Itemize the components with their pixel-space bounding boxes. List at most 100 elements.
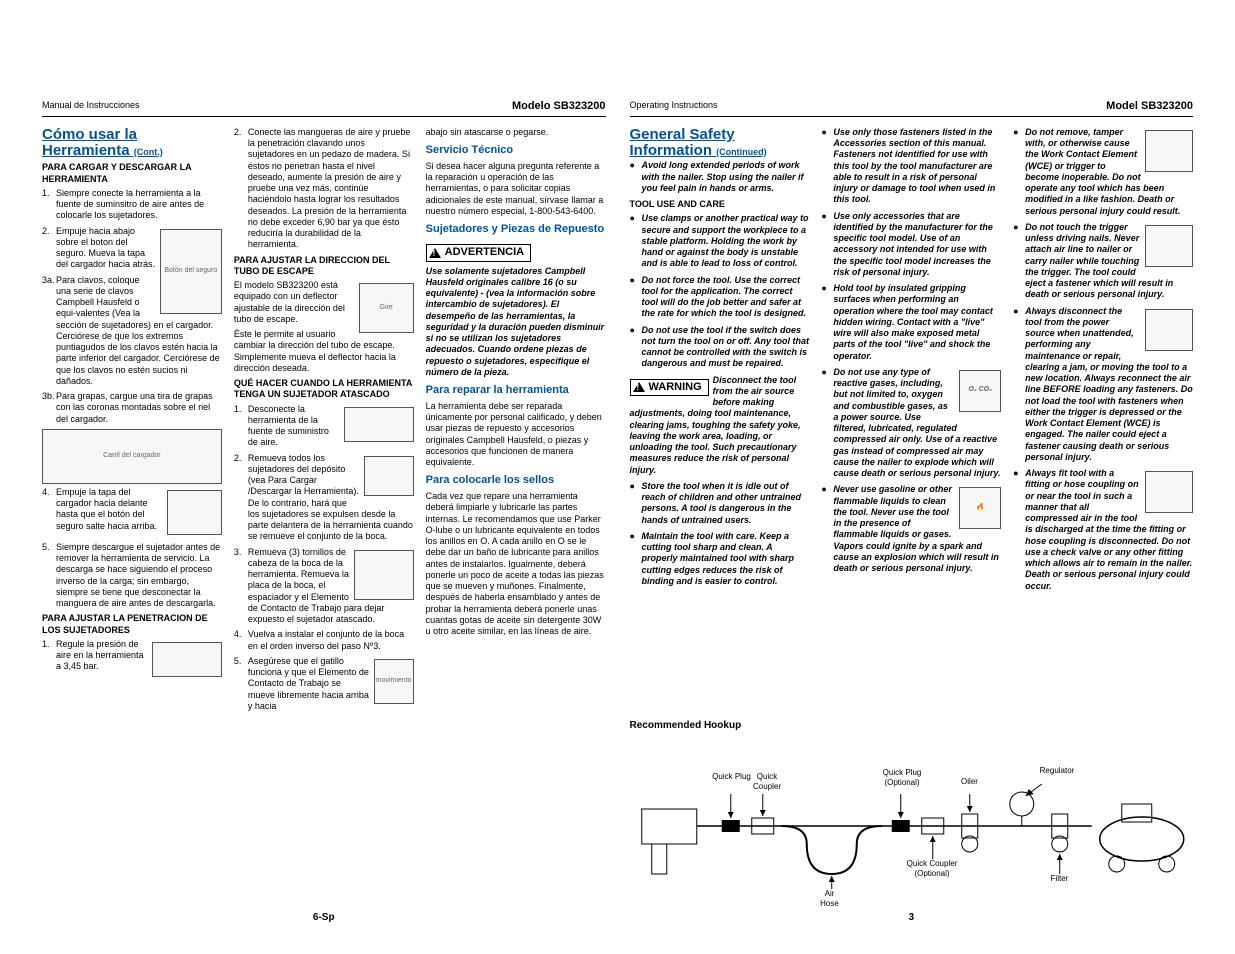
safety-bullets-3: Store the tool when it is idle out of re…	[630, 481, 810, 587]
sub-penetracion: PARA AJUSTAR LA PENETRACION DE LOS SUJET…	[42, 613, 222, 636]
sub-escape: PARA AJUSTAR LA DIRECCION DEL TUBO DE ES…	[234, 255, 414, 278]
footer-left: 6-Sp	[42, 912, 606, 925]
nailer-icon-2	[1145, 225, 1193, 267]
right-page: Operating Instructions Model SB323200 Ge…	[618, 100, 1206, 924]
sub-hookup: Recommended Hookup	[630, 720, 1194, 733]
escape-p2: Éste le permite al usuario cambiar la di…	[234, 329, 414, 374]
rc2b5: 🔥 Never use gasoline or other flammable …	[821, 484, 1001, 574]
fig-jam3	[354, 550, 414, 600]
jam-steps: 1. Desconecte la herramienta de la fuent…	[234, 404, 414, 713]
op-instructions-label: Operating Instructions	[630, 100, 718, 114]
lbl-quickcoupler-opt: Quick Coupler (Optional)	[905, 859, 960, 879]
rb2: Use clamps or another practical way to s…	[630, 213, 810, 269]
fig-jam2	[364, 456, 414, 496]
jam-2: 2. Remueva todos los sujetadores del dep…	[234, 453, 414, 543]
head-reparar: Para reparar la herramienta	[426, 384, 606, 398]
manual-label: Manual de Instrucciones	[42, 100, 140, 114]
rc2b3: Hold tool by insulated gripping surfaces…	[821, 283, 1001, 362]
safety-bullets-5: Do not remove, tamper with, or otherwise…	[1013, 127, 1193, 592]
head-servicio: Servicio Técnico	[426, 144, 606, 158]
section-title-en: General Safety Information (Continued)	[630, 127, 810, 159]
load-steps: 1.Siempre conecte la herramienta a la fu…	[42, 188, 222, 425]
model-label-left: Modelo SB323200	[512, 100, 606, 114]
sub-cargar: PARA CARGAR Y DESCARGAR LA HERRAMIENTA	[42, 162, 222, 185]
head-sellos: Para colocarle los sellos	[426, 474, 606, 488]
advertencia-box: ADVERTENCIA	[426, 244, 531, 262]
lp-col3: abajo sin atascarse o pegarse. Servicio …	[426, 127, 606, 904]
nailer-icon-3	[1145, 309, 1193, 351]
load-steps-2: 4. Empuje la tapa del cargador hacia del…	[42, 487, 222, 610]
rb4: Do not use the tool if the switch does n…	[630, 325, 810, 370]
fig-jam1	[344, 407, 414, 442]
rp-col3: Do not remove, tamper with, or otherwise…	[1013, 127, 1193, 716]
nailer-icon-4	[1145, 471, 1193, 513]
adj-step-1: 1. Regule la presión de aire en la herra…	[42, 639, 222, 673]
safety-bullets-2: Use clamps or another practical way to s…	[630, 213, 810, 369]
page-header-left: Manual de Instrucciones Modelo SB323200	[42, 100, 606, 117]
step-3a: 3a.Para clavos, coloque una serie de cla…	[42, 275, 222, 388]
rc2b4: O₂ CO₂ Do not use any type of reactive g…	[821, 367, 1001, 480]
head-sujetadores: Sujetadores y Piezas de Repuesto	[426, 223, 606, 237]
rc3b2: Do not touch the trigger unless driving …	[1013, 222, 1193, 301]
rc3b3: Always disconnect the tool from the powe…	[1013, 306, 1193, 464]
warning-block: WARNING Disconnect the tool from the air…	[630, 375, 810, 476]
escape-p1: Gire El modelo SB323200 está equipado co…	[234, 280, 414, 325]
lbl-regulator: Regulator	[1030, 766, 1085, 776]
left-page: Manual de Instrucciones Modelo SB323200 …	[30, 100, 618, 924]
rb5: Store the tool when it is idle out of re…	[630, 481, 810, 526]
seal-p1: Cada vez que repare una herramienta debe…	[426, 491, 606, 637]
lbl-airhose: Air Hose	[815, 889, 845, 909]
gas-icon: O₂ CO₂	[959, 370, 1001, 412]
jam-4: 4.Vuelva a instalar el conjunto de la bo…	[234, 629, 414, 652]
section-title-es: Cómo usar la Herramienta (Cont.)	[42, 127, 222, 159]
rp-col2: Use only those fasteners listed in the A…	[821, 127, 1001, 716]
fig-carril: Carril del cargador	[42, 429, 222, 484]
rc3b1: Do not remove, tamper with, or otherwise…	[1013, 127, 1193, 217]
fig-tapa	[167, 490, 222, 535]
fig-gire: Gire	[359, 283, 414, 333]
adjust-steps-2: 2.Conecte las mangueras de aire y pruebe…	[234, 127, 414, 251]
step-1: 1.Siempre conecte la herramienta a la fu…	[42, 188, 222, 222]
rc2b2: Use only accessories that are identified…	[821, 211, 1001, 279]
page-header-right: Operating Instructions Model SB323200	[630, 100, 1194, 117]
right-columns: General Safety Information (Continued) A…	[630, 127, 1194, 716]
hookup-diagram: Quick Plug Quick Coupler Quick Plug (Opt…	[630, 744, 1194, 904]
fig-jam5: movimiento	[374, 659, 414, 704]
lbl-oiler: Oiler	[955, 777, 985, 787]
serv-p1: Si desea hacer alguna pregunta referente…	[426, 161, 606, 217]
safety-bullets-1: Avoid long extended periods of work with…	[630, 160, 810, 194]
sub-atascado: QUÉ HACER CUANDO LA HERRAMIENTA TENGA UN…	[234, 378, 414, 401]
jam-3: 3. Remueva (3) tornillos de cabeza de la…	[234, 547, 414, 626]
lbl-filter: Filter	[1045, 874, 1075, 884]
flame-icon: 🔥	[959, 487, 1001, 529]
adjust-steps: 1. Regule la presión de aire en la herra…	[42, 639, 222, 673]
rb1: Avoid long extended periods of work with…	[630, 160, 810, 194]
warn-p1: Use solamente sujetadores Campbell Hausf…	[426, 266, 606, 379]
safety-bullets-4: Use only those fasteners listed in the A…	[821, 127, 1001, 575]
nailer-icon-1	[1145, 130, 1193, 172]
lp-col1: Cómo usar la Herramienta (Cont.) PARA CA…	[42, 127, 222, 904]
jam-5: 5. movimiento Asegúrese que el gatillo f…	[234, 656, 414, 712]
rb3: Do not force the tool. Use the correct t…	[630, 275, 810, 320]
warning-box: WARNING	[630, 379, 709, 397]
footer-right: 3	[630, 912, 1194, 925]
step-4: 4. Empuje la tapa del cargador hacia del…	[42, 487, 222, 538]
adj-step-2: 2.Conecte las mangueras de aire y pruebe…	[234, 127, 414, 251]
rb6: Maintain the tool with care. Keep a cutt…	[630, 531, 810, 587]
lbl-quickcoupler: Quick Coupler	[745, 772, 790, 792]
rp-col1: General Safety Information (Continued) A…	[630, 127, 810, 716]
step-3b: 3b.Para grapas, cargue una tira de grapa…	[42, 391, 222, 425]
model-label-right: Model SB323200	[1106, 100, 1193, 114]
step-5: 5.Siempre descargue el sujetador antes d…	[42, 542, 222, 610]
step-2: 2. Botón del seguro Empuje hacia abajo s…	[42, 226, 222, 271]
rc3b4: Always fit tool with a fitting or hose c…	[1013, 468, 1193, 592]
fig-presion	[152, 642, 222, 677]
sub-tooluse: TOOL USE AND CARE	[630, 199, 810, 210]
continuation: abajo sin atascarse o pegarse.	[426, 127, 606, 138]
repair-p1: La herramienta debe ser reparada únicame…	[426, 401, 606, 469]
rc2b1: Use only those fasteners listed in the A…	[821, 127, 1001, 206]
jam-1: 1. Desconecte la herramienta de la fuent…	[234, 404, 414, 449]
lbl-quickplug-opt: Quick Plug (Optional)	[875, 768, 930, 788]
lp-col2: 2.Conecte las mangueras de aire y pruebe…	[234, 127, 414, 904]
left-columns: Cómo usar la Herramienta (Cont.) PARA CA…	[42, 127, 606, 904]
